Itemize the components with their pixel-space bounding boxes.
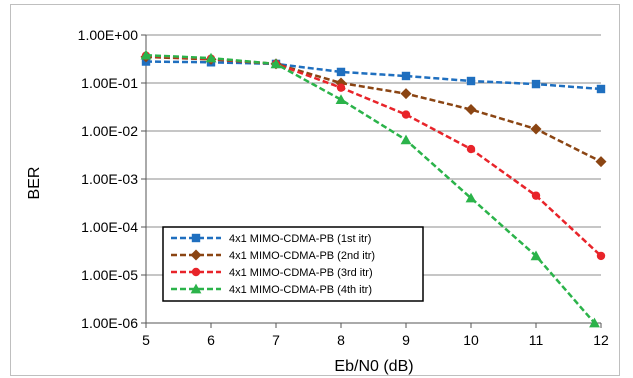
series-line	[145, 60, 602, 91]
data-point	[530, 123, 542, 135]
chart-frame: 1.00E+00 1.00E-01 1.00E-02 1.00E-03 1.00E-04…	[10, 4, 620, 376]
data-point	[466, 144, 476, 154]
y-tick-label: 1.00E-06	[81, 315, 138, 331]
legend-marker	[191, 233, 201, 243]
tick-labels: 1.00E+00 1.00E-01 1.00E-02 1.00E-03 1.00E-04…	[78, 27, 609, 348]
data-point	[465, 192, 477, 203]
legend-entry: 4x1 MIMO-CDMA-PB (3rd itr)	[171, 267, 373, 279]
data-point	[140, 49, 152, 60]
legend: 4x1 MIMO-CDMA-PB (1st itr) 4x1 MIMO-CDMA-…	[162, 226, 424, 302]
x-tick-label: 8	[337, 332, 345, 348]
x-tick-label: 6	[207, 332, 215, 348]
series-line	[145, 53, 596, 324]
data-point	[465, 104, 477, 116]
x-tick-label: 7	[272, 332, 280, 348]
ber-chart: 1.00E+00 1.00E-01 1.00E-02 1.00E-03 1.00E-04…	[26, 27, 609, 375]
data-point	[400, 134, 412, 145]
x-tick-label: 10	[463, 332, 479, 348]
x-axis-title: Eb/N0 (dB)	[334, 358, 413, 375]
y-axis-title: BER	[26, 167, 43, 200]
data-point	[401, 110, 411, 119]
data-point	[401, 71, 411, 81]
y-tick-label: 1.00E-03	[81, 171, 138, 187]
data-point	[336, 83, 346, 92]
legend-entry: 4x1 MIMO-CDMA-PB (4th itr)	[171, 283, 372, 296]
series-line	[145, 55, 602, 163]
data-point	[270, 58, 282, 69]
data-point	[530, 250, 542, 261]
legend-marker	[190, 249, 202, 261]
series-layer	[140, 49, 607, 328]
x-tick-label: 11	[529, 332, 544, 348]
x-tick-label: 9	[402, 332, 410, 348]
legend-marker	[191, 267, 201, 277]
legend-entry: 4x1 MIMO-CDMA-PB (1st itr)	[171, 233, 371, 245]
legend-label: 4x1 MIMO-CDMA-PB (1st itr)	[229, 233, 371, 245]
legend-marker	[190, 283, 202, 294]
plot-axes	[141, 34, 602, 328]
legend-label: 4x1 MIMO-CDMA-PB (2nd itr)	[229, 250, 375, 262]
x-tick-label: 5	[142, 332, 150, 348]
data-point	[205, 52, 217, 63]
legend-label: 4x1 MIMO-CDMA-PB (3rd itr)	[229, 267, 373, 279]
data-point	[400, 88, 412, 100]
series-2	[140, 51, 607, 168]
data-point	[336, 67, 346, 77]
data-point	[589, 317, 600, 328]
series-4	[140, 49, 600, 328]
y-tick-label: 1.00E-02	[81, 123, 138, 139]
y-tick-label: 1.00E-01	[81, 75, 138, 91]
data-point	[595, 156, 607, 168]
y-tick-label: 1.00E+00	[78, 27, 139, 43]
data-point	[335, 94, 347, 104]
data-point	[466, 76, 476, 86]
legend-box	[162, 226, 424, 302]
x-tick-label: 12	[593, 332, 609, 348]
y-tick-label: 1.00E-05	[81, 267, 138, 283]
y-tick-label: 1.00E-04	[81, 219, 138, 235]
data-point	[596, 251, 606, 261]
legend-entry: 4x1 MIMO-CDMA-PB (2nd itr)	[171, 249, 375, 262]
legend-label: 4x1 MIMO-CDMA-PB (4th itr)	[229, 284, 372, 296]
data-point	[531, 191, 541, 200]
data-point	[596, 84, 606, 94]
data-point	[531, 79, 541, 89]
